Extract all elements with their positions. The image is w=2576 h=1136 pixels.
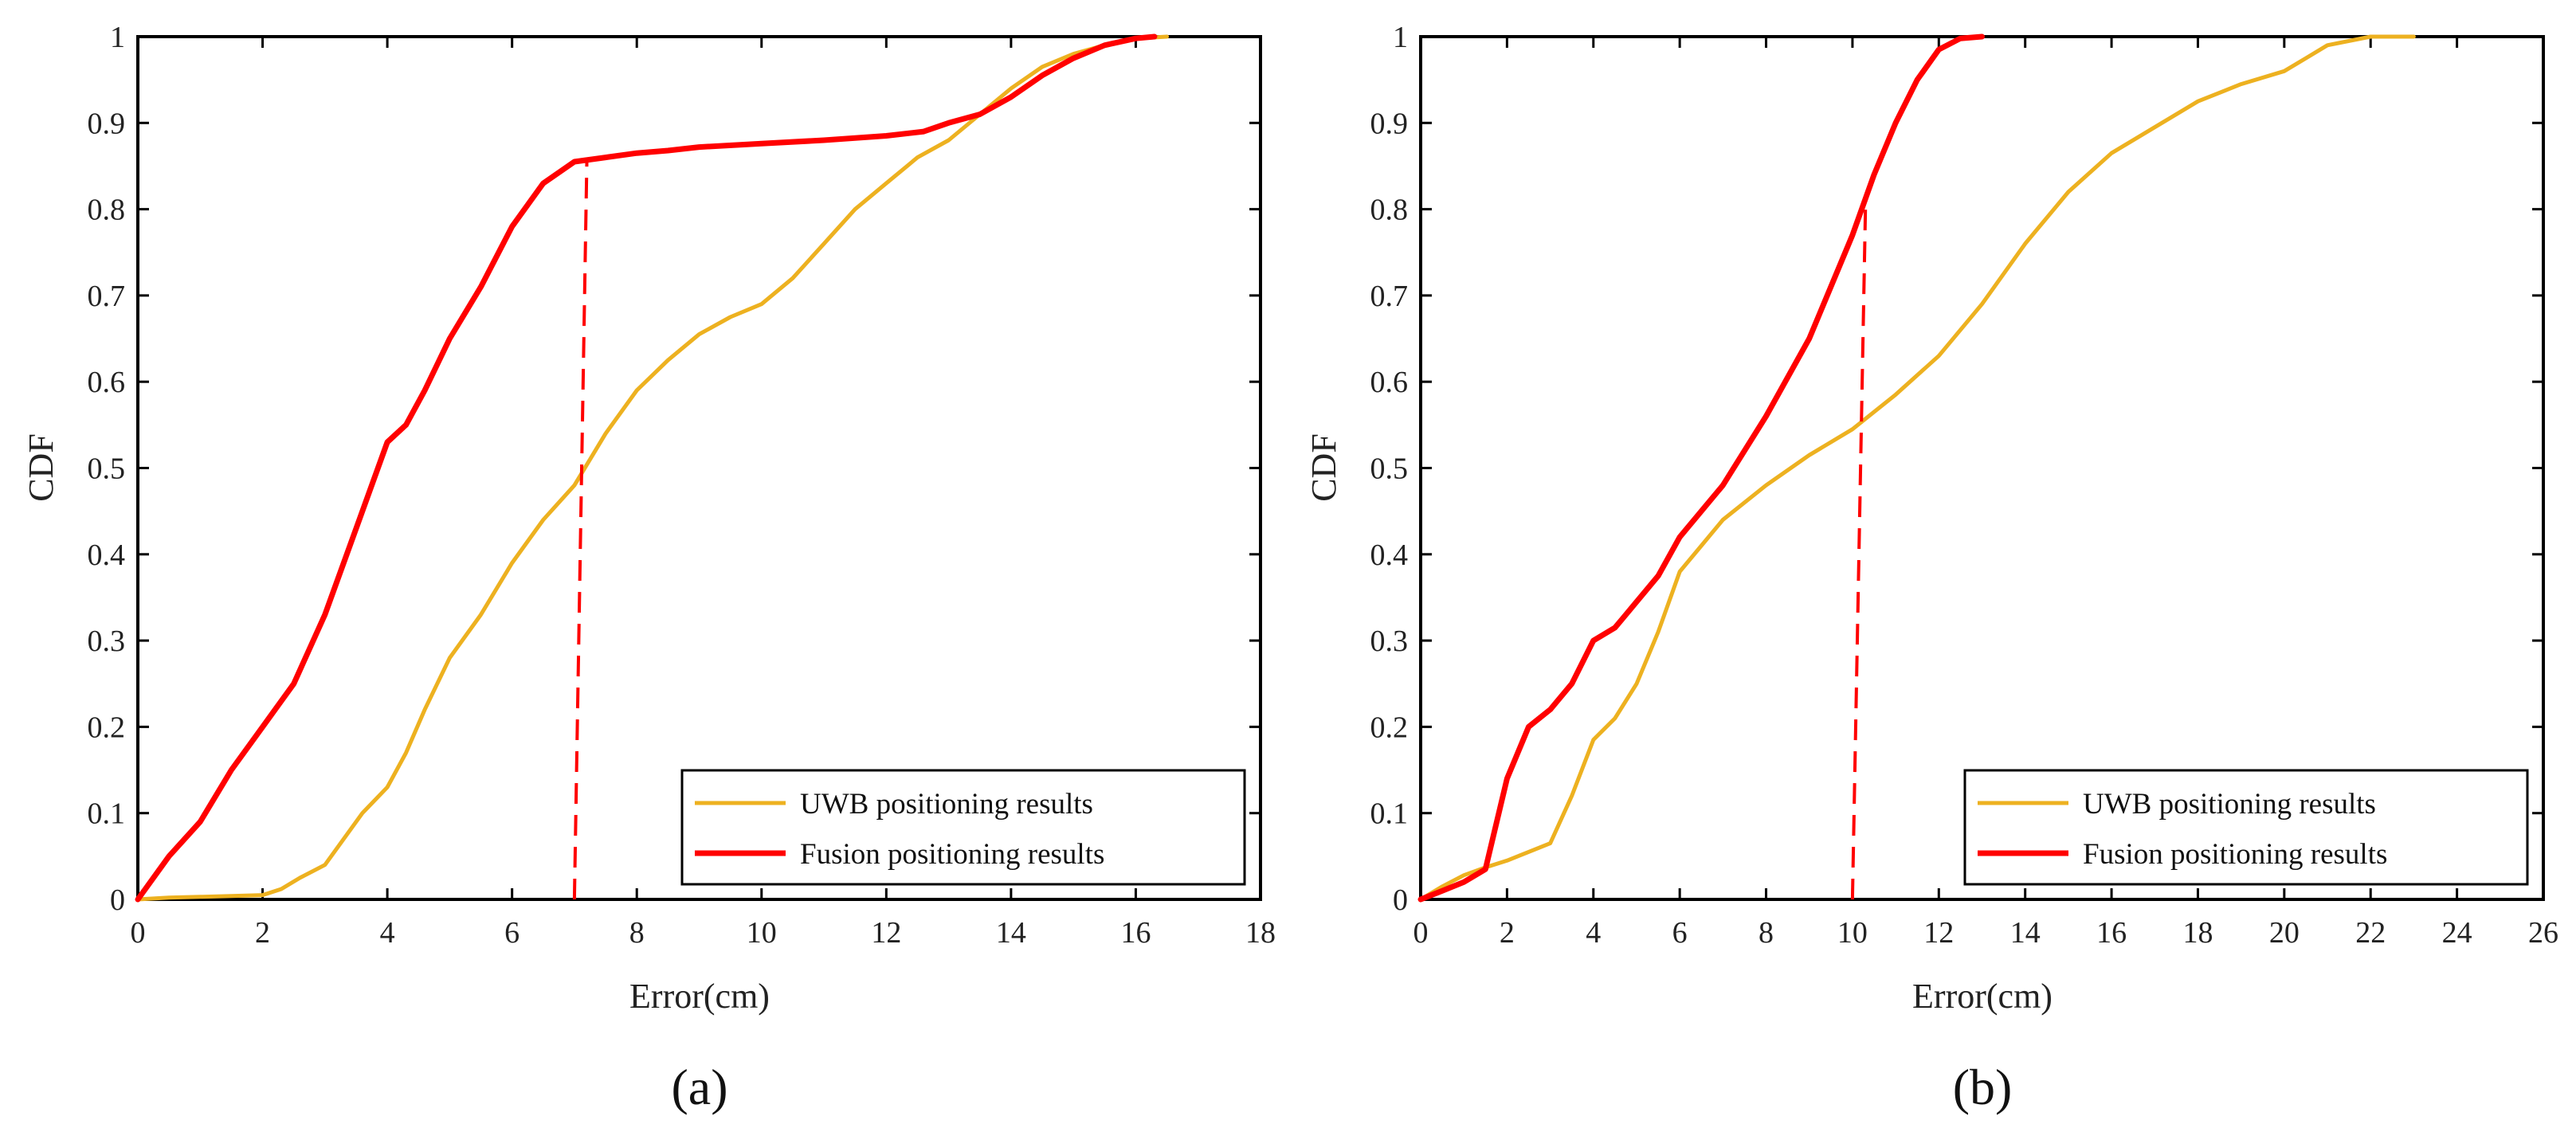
panel-a-x-tick-label: 8 (629, 916, 645, 950)
panel-b-x-tick-labels: 0 2 4 6 8 10 12 14 16 18 20 22 24 26 (1413, 916, 2559, 950)
panel-b-y-tick-label: 0.9 (1370, 107, 1409, 140)
panel-b-series-uwb (1418, 34, 2416, 902)
panel-b-x-axis-label: Error(cm) (1912, 977, 2053, 1016)
panel-b-series (1417, 33, 2416, 903)
panel-a-y-tick-label: 0.7 (88, 280, 126, 313)
panel-a-y-tick-labels: 0 0.1 0.2 0.3 0.4 0.5 0.6 0.7 0.8 0.9 1 (88, 21, 126, 917)
panel-a-legend-box (680, 769, 1246, 886)
panel-a-y-tick-label: 0.6 (88, 366, 126, 399)
panel-a-x-tick-label: 18 (1245, 916, 1276, 950)
panel-b-x-tick-label: 26 (2528, 916, 2558, 950)
panel-a-y-tick-label: 1 (110, 21, 125, 54)
panel-b-legend-label-fusion: Fusion positioning results (2083, 838, 2387, 871)
panel-b-x-tick-label: 22 (2355, 916, 2386, 950)
panel-b-x-tick-label: 10 (1837, 916, 1868, 950)
panel-b-x-tick-label: 20 (2269, 916, 2300, 950)
panel-b-y-tick-label: 0.2 (1370, 711, 1409, 744)
panel-b-y-tick-label: 0.3 (1370, 625, 1409, 658)
panel-b-series-fusion (1417, 33, 1985, 903)
panel-b-y-axis-label: CDF (1304, 433, 1343, 502)
panel-a-series (135, 33, 1170, 903)
panel-a-y-axis-label: CDF (22, 433, 61, 502)
panel-a-y-tick-label: 0.3 (88, 625, 126, 658)
panel-a-y-tick-label: 0.1 (88, 797, 126, 831)
panel-b-y-tick-label: 0 (1393, 883, 1408, 917)
panel-b-y-tick-label: 0.7 (1370, 280, 1409, 313)
panel-b-x-tick-label: 0 (1413, 916, 1429, 950)
panel-a-plot-frame (136, 35, 1262, 901)
panel-a-x-tick-labels: 0 2 4 6 8 10 12 14 16 18 (131, 916, 1276, 950)
panel-a-x-tick-label: 6 (504, 916, 520, 950)
panel-a-y-tick-label: 0.2 (88, 711, 126, 744)
panel-b: 0 2 4 6 8 10 12 14 16 18 20 22 24 26 00.10.20.30.40.5… (1304, 21, 2558, 1115)
panel-b-y-tick-label: 0.4 (1370, 539, 1409, 572)
panel-a-x-tick-label: 12 (871, 916, 901, 950)
panel-a-series-marker-dashed (572, 157, 589, 900)
panel-a-x-tick-label: 16 (1120, 916, 1151, 950)
panel-a-x-tick-label: 0 (131, 916, 146, 950)
panel-a-y-tick-label: 0.9 (88, 107, 126, 140)
panel-b-x-tick-label: 14 (2010, 916, 2041, 950)
panel-a-y-tick-label: 0.4 (88, 539, 126, 572)
panel-a-y-tick-label: 0.8 (88, 194, 126, 227)
panel-b-y-tick-label: 0.1 (1370, 797, 1409, 831)
panel-a-legend-label-fusion: Fusion positioning results (800, 838, 1104, 871)
panel-b-x-tick-label: 8 (1759, 916, 1774, 950)
panel-a-series-fusion (135, 33, 1158, 903)
panel-b-y-tick-label: 0.8 (1370, 194, 1409, 227)
panel-b-y-tick-labels: 0 0.1 0.2 0.3 0.4 0.5 0.6 0.7 0.8 0.9 1 (1370, 21, 1409, 917)
panel-a: 0 2 4 6 8 10 12 14 16 18 0 0.1 0.2 0.3 0.4 0.5 0.6 0.7 0.… (22, 21, 1276, 1115)
panel-a-legend: UWB positioning results Fusion positioni… (680, 769, 1246, 886)
panel-a-x-tick-label: 4 (380, 916, 395, 950)
panel-a-caption: (a) (671, 1059, 727, 1115)
panel-b-x-tick-label: 12 (1923, 916, 1954, 950)
panel-a-y-tick-label: 0.5 (88, 452, 126, 486)
panel-b-x-tick-label: 16 (2096, 916, 2127, 950)
panel-b-x-tick-label: 4 (1586, 916, 1601, 950)
panel-b-x-tick-label: 6 (1672, 916, 1688, 950)
panel-a-x-tick-label: 14 (996, 916, 1026, 950)
panel-a-y-tick-label: 0 (110, 883, 125, 917)
panel-b-x-tick-label: 2 (1500, 916, 1515, 950)
panel-b-x-tick-label: 18 (2182, 916, 2213, 950)
panel-b-y-tick-label: 1 (1393, 21, 1408, 54)
panel-b-series-marker-dashed (1850, 209, 1868, 900)
panel-a-x-tick-label: 10 (747, 916, 777, 950)
panel-a-x-axis-label: Error(cm) (629, 977, 770, 1016)
panel-b-legend-label-uwb: UWB positioning results (2083, 788, 2376, 821)
panel-a-x-tick-label: 2 (255, 916, 270, 950)
panel-b-legend-box (1963, 769, 2529, 886)
panel-b-y-tick-label: 0.6 (1370, 366, 1409, 399)
panel-b-y-tick-label: 0.5 (1370, 452, 1409, 486)
panel-a-legend-label-uwb: UWB positioning results (800, 788, 1093, 821)
panel-b-plot-frame (1419, 35, 2545, 901)
panel-b-x-tick-label: 24 (2442, 916, 2472, 950)
panel-b-legend: UWB positioning results Fusion positioni… (1963, 769, 2529, 886)
panel-b-caption: (b) (1953, 1059, 2013, 1115)
